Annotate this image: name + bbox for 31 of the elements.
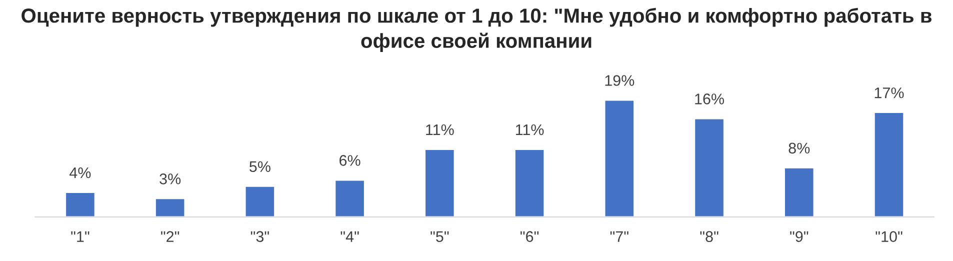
data-label: 4%: [70, 167, 91, 178]
x-tick-label: "1": [71, 231, 90, 242]
data-label: 5%: [250, 161, 270, 172]
bar: [154, 198, 186, 217]
bar: [873, 112, 905, 217]
x-tick-label: "7": [610, 231, 628, 242]
x-tick-label: "4": [340, 231, 359, 242]
chart-title: Оцените верность утверждения по шкале от 1 до 10: "Мне удобно и комфортно работать в офисе своей компании: [22, 8, 932, 52]
x-tick-label: "10": [876, 231, 902, 242]
bar: [514, 148, 546, 217]
data-label: 11%: [516, 124, 544, 136]
bar: [784, 167, 815, 217]
bar: [334, 179, 366, 217]
bar: [424, 148, 456, 217]
x-tick-label: "6": [520, 231, 539, 242]
bar: [244, 185, 276, 217]
data-label: 6%: [340, 155, 360, 166]
bar: [604, 99, 635, 217]
data-label: 8%: [788, 142, 810, 154]
data-label: 17%: [874, 87, 904, 98]
data-label: 3%: [160, 173, 181, 184]
x-tick-label: "2": [161, 231, 180, 242]
x-tick-label: "3": [250, 231, 269, 242]
x-tick-label: "8": [700, 231, 718, 242]
data-label: 19%: [605, 75, 634, 86]
data-label: 16%: [695, 94, 724, 104]
bar: [694, 118, 725, 217]
bar: [64, 192, 96, 217]
data-label: 11%: [426, 124, 454, 136]
x-tick-label: "9": [790, 231, 808, 242]
x-tick-label: "5": [430, 231, 449, 242]
